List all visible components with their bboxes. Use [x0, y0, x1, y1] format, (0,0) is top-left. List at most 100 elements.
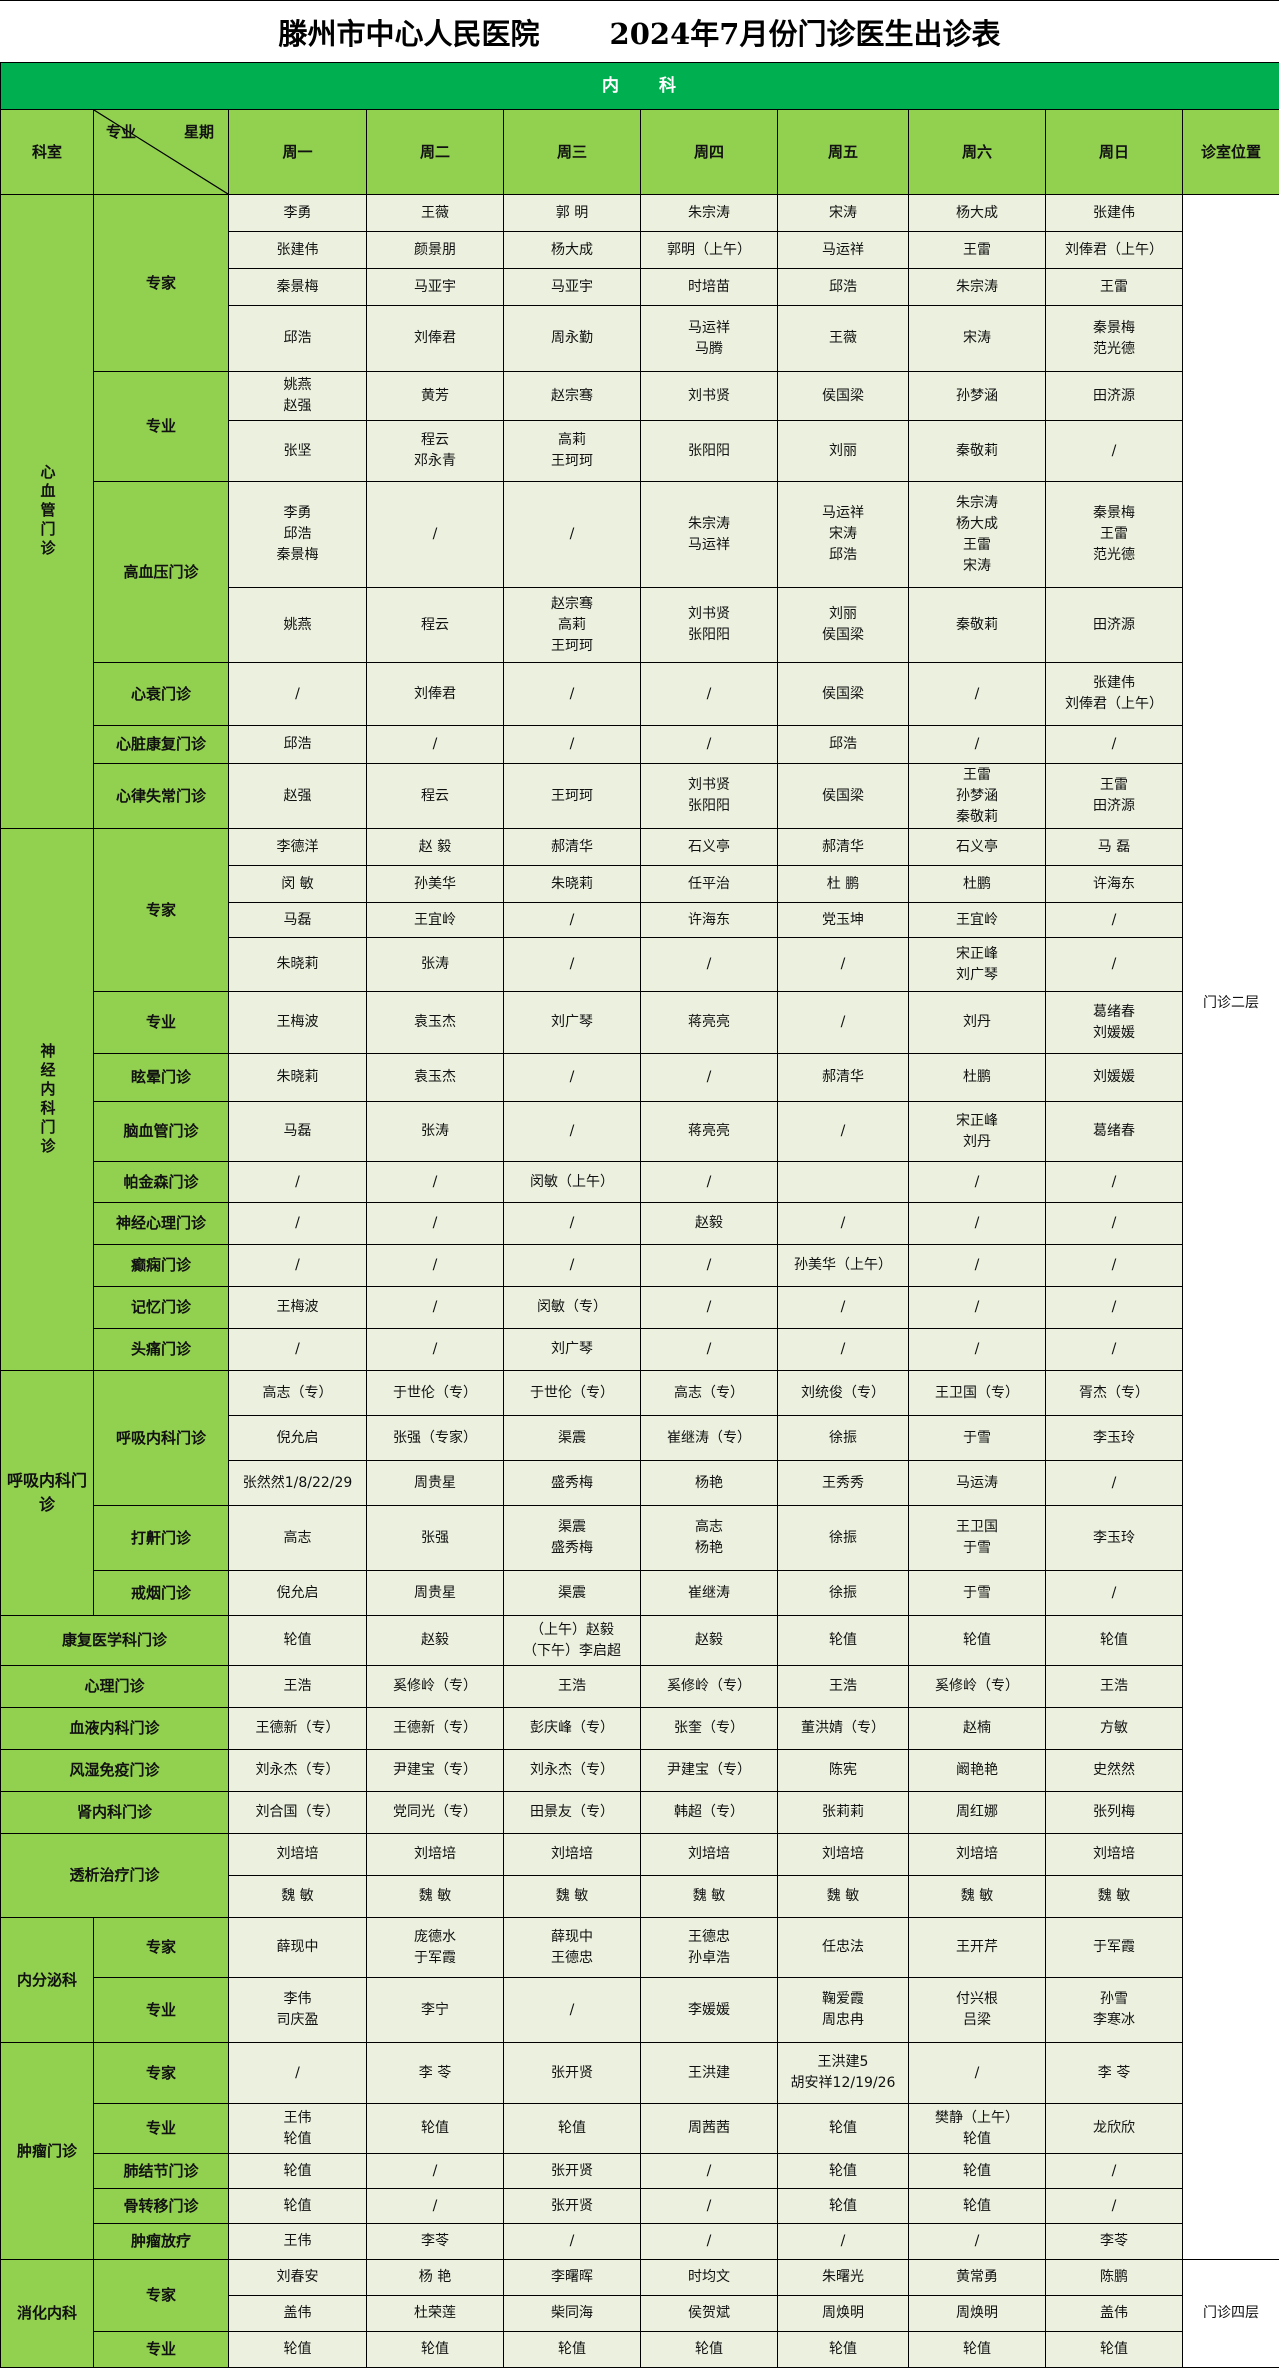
doctor-cell: 龙欣欣 — [1046, 2104, 1183, 2154]
doctor-cell: / — [909, 2224, 1046, 2260]
doctor-cell: / — [504, 1978, 641, 2043]
doctor-cell: 赵 毅 — [367, 829, 504, 866]
doctor-cell: 张奎（专） — [641, 1708, 778, 1750]
doctor-cell: 张开贤 — [504, 2154, 641, 2189]
doctor-cell: 轮值 — [778, 2189, 909, 2224]
subspecialty-cell: 专家 — [94, 2260, 229, 2332]
doctor-cell: 杨大成 — [909, 195, 1046, 232]
header-day: 周二 — [367, 110, 504, 195]
subspecialty-cell: 专业 — [94, 992, 229, 1054]
doctor-cell: / — [504, 938, 641, 992]
doctor-cell: 宋涛 — [909, 306, 1046, 372]
subspecialty-cell: 骨转移门诊 — [94, 2189, 229, 2224]
doctor-cell: / — [367, 1203, 504, 1245]
doctor-cell: 姚燕 — [229, 588, 367, 663]
doctor-cell: 刘广琴 — [504, 992, 641, 1054]
doctor-cell: 轮值 — [909, 2189, 1046, 2224]
doctor-cell: 侯贺斌 — [641, 2296, 778, 2332]
doctor-cell: / — [229, 1329, 367, 1371]
doctor-cell: 王浩 — [1046, 1666, 1183, 1708]
doctor-cell: / — [778, 1287, 909, 1329]
doctor-cell: 张开贤 — [504, 2043, 641, 2104]
doctor-cell: 刘培培 — [641, 1834, 778, 1876]
doctor-cell: 柴同海 — [504, 2296, 641, 2332]
location-cell: 门诊四层 — [1183, 2260, 1279, 2368]
doctor-cell: / — [1046, 1329, 1183, 1371]
doctor-cell: 盖伟 — [229, 2296, 367, 2332]
header-week: 星期 — [184, 122, 214, 143]
doctor-cell: 刘俸君 — [367, 306, 504, 372]
doctor-cell: 周焕明 — [909, 2296, 1046, 2332]
table-row: 打鼾门诊高志张强渠震 盛秀梅高志 杨艳徐振王卫国 于雪李玉玲 — [1, 1506, 1279, 1571]
table-row: 内分泌科专家薛现中庞德水 于军霞薛现中 王德忠王德忠 孙卓浩任忠法王开芹于军霞 — [1, 1918, 1279, 1978]
doctor-cell: 鞠爱霞 周忠冉 — [778, 1978, 909, 2043]
page-title: 滕州市中心人民医院 2024年7月份门诊医生出诊表 — [0, 0, 1279, 62]
subspecialty-cell: 专家 — [94, 195, 229, 372]
doctor-cell: 轮值 — [778, 2332, 909, 2368]
doctor-cell: 轮值 — [1046, 2332, 1183, 2368]
table-row: 专业王伟 轮值轮值轮值周茜茜轮值樊静（上午） 轮值龙欣欣 — [1, 2104, 1279, 2154]
doctor-cell: 刘永杰（专） — [229, 1750, 367, 1792]
schedule-table: 内 科 科室 专业 星期 周一 周二 周三 周四 周五 周六 周日 诊室位置 心… — [0, 62, 1279, 2368]
doctor-cell: / — [504, 2224, 641, 2260]
table-row: 康复医学科门诊轮值赵毅（上午）赵毅 （下午）李启超赵毅轮值轮值轮值 — [1, 1616, 1279, 1666]
doctor-cell: 颜景朋 — [367, 232, 504, 269]
doctor-cell: / — [909, 2043, 1046, 2104]
doctor-cell: 马运涛 — [909, 1461, 1046, 1506]
doctor-cell: 马亚宇 — [367, 269, 504, 306]
doctor-cell: 王卫国（专） — [909, 1371, 1046, 1416]
doctor-cell: / — [778, 1203, 909, 1245]
doctor-cell: 李宁 — [367, 1978, 504, 2043]
doctor-cell: 王浩 — [504, 1666, 641, 1708]
doctor-cell: 张建伟 — [1046, 195, 1183, 232]
doctor-cell: 张列梅 — [1046, 1792, 1183, 1834]
doctor-cell: （上午）赵毅 （下午）李启超 — [504, 1616, 641, 1666]
doctor-cell: 徐振 — [778, 1571, 909, 1616]
doctor-cell: 刘培培 — [504, 1834, 641, 1876]
hospital-name: 滕州市中心人民医院 — [279, 11, 540, 53]
doctor-cell: 马运祥 马腾 — [641, 306, 778, 372]
section-title: 内 科 — [1, 63, 1279, 110]
subspecialty-cell: 肿瘤放疗 — [94, 2224, 229, 2260]
doctor-cell: 孙梦涵 — [909, 372, 1046, 421]
doctor-cell: 张强 — [367, 1506, 504, 1571]
doctor-cell: 轮值 — [229, 1616, 367, 1666]
header-dept: 科室 — [1, 110, 94, 195]
doctor-cell: 周贵星 — [367, 1461, 504, 1506]
table-row: 肺结节门诊轮值/张开贤/轮值轮值/ — [1, 2154, 1279, 2189]
doctor-cell: 刘书贤 — [641, 372, 778, 421]
doctor-cell: 杨 艳 — [367, 2260, 504, 2296]
doctor-cell: 李苓 — [1046, 2224, 1183, 2260]
doctor-cell: / — [367, 2154, 504, 2189]
subspecialty-cell: 帕金森门诊 — [94, 1162, 229, 1203]
doctor-cell: 薛现中 王德忠 — [504, 1918, 641, 1978]
dept-cell: 内分泌科 — [1, 1918, 94, 2043]
doctor-cell: 盖伟 — [1046, 2296, 1183, 2332]
doctor-cell: 马运祥 — [778, 232, 909, 269]
doctor-cell: 韩超（专） — [641, 1792, 778, 1834]
doctor-cell: 袁玉杰 — [367, 1054, 504, 1102]
doctor-cell: 轮值 — [641, 2332, 778, 2368]
doctor-cell: 轮值 — [504, 2104, 641, 2154]
subspecialty-cell: 眩晕门诊 — [94, 1054, 229, 1102]
doctor-cell: 任平治 — [641, 866, 778, 903]
subspecialty-cell: 专家 — [94, 2043, 229, 2104]
doctor-cell: 许海东 — [641, 903, 778, 938]
dept-cell: 肿瘤门诊 — [1, 2043, 94, 2260]
doctor-cell: / — [229, 1162, 367, 1203]
doctor-cell: 李苓 — [367, 2224, 504, 2260]
doctor-cell: 赵毅 — [367, 1616, 504, 1666]
doctor-cell: 马亚宇 — [504, 269, 641, 306]
table-row: 高血压门诊李勇 邱浩 秦景梅//朱宗涛 马运祥马运祥 宋涛 邱浩朱宗涛 杨大成 … — [1, 482, 1279, 588]
doctor-cell: 王雷 孙梦涵 秦敬莉 — [909, 764, 1046, 829]
doctor-cell: 袁玉杰 — [367, 992, 504, 1054]
dept-cell: 透析治疗门诊 — [1, 1834, 229, 1918]
doctor-cell: 轮值 — [778, 2154, 909, 2189]
doctor-cell: 王宜岭 — [909, 903, 1046, 938]
doctor-cell: 轮值 — [367, 2104, 504, 2154]
doctor-cell: / — [229, 1203, 367, 1245]
table-row: 戒烟门诊倪允启周贵星渠震崔继涛徐振于雪/ — [1, 1571, 1279, 1616]
doctor-cell: 轮值 — [229, 2189, 367, 2224]
doctor-cell: 宋正峰 刘广琴 — [909, 938, 1046, 992]
doctor-cell: / — [367, 2189, 504, 2224]
